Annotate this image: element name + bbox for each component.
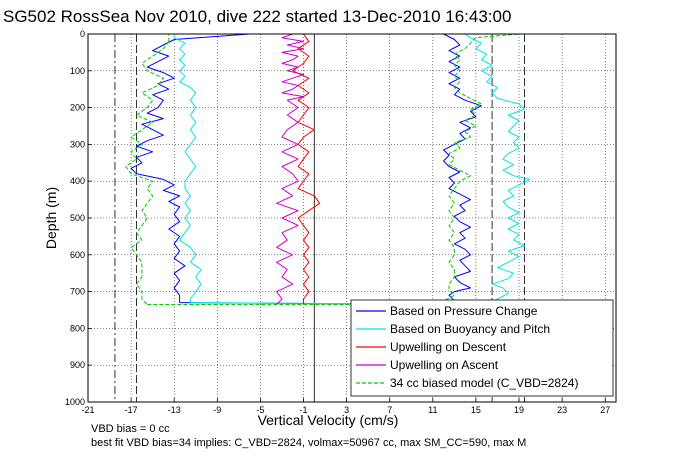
x-tick-label: 3 xyxy=(344,405,349,415)
legend-label: Based on Pressure Change xyxy=(390,304,538,318)
y-tick-label: 400 xyxy=(70,176,85,186)
series-0-descent-line xyxy=(130,34,250,303)
series-4-surface-line xyxy=(168,34,519,42)
best-fit-note: best fit VBD bias=34 implies: C_VBD=2824… xyxy=(91,437,526,449)
y-tick-label: 200 xyxy=(70,103,85,113)
x-tick-label: -1 xyxy=(300,405,308,415)
legend-label: Based on Buoyancy and Pitch xyxy=(390,322,550,336)
vbd-bias-note: VBD bias = 0 cc xyxy=(91,423,170,435)
x-tick-label: -21 xyxy=(81,405,94,415)
y-axis-ticks: 0 100 200 300 400 500 600 700 800 900 1000 xyxy=(65,29,92,407)
legend: Based on Pressure Change Based on Buoyanc… xyxy=(350,299,614,397)
y-tick-label: 700 xyxy=(70,287,85,297)
x-tick-label: 15 xyxy=(471,405,481,415)
x-tick-label: -9 xyxy=(213,405,221,415)
x-tick-label: 23 xyxy=(557,405,567,415)
x-tick-label: -5 xyxy=(256,405,264,415)
series-3-line xyxy=(276,34,304,305)
legend-label: Upwelling on Descent xyxy=(390,340,507,354)
x-tick-label: 27 xyxy=(600,405,610,415)
y-tick-label: 500 xyxy=(70,213,85,223)
legend-label: Upwelling on Ascent xyxy=(390,358,499,372)
y-tick-label: 300 xyxy=(70,139,85,149)
x-tick-label: -17 xyxy=(125,405,138,415)
y-tick-label: 100 xyxy=(70,66,85,76)
x-axis-label: Vertical Velocity (cm/s) xyxy=(258,412,399,428)
series-0-ascent-line xyxy=(443,34,482,305)
y-tick-label: 900 xyxy=(70,360,85,370)
series-4-ascent-line xyxy=(421,34,520,305)
chart-title: SG502 RossSea Nov 2010, dive 222 started… xyxy=(3,7,511,26)
x-tick-label: 7 xyxy=(387,405,392,415)
series-2-line xyxy=(292,34,321,305)
x-tick-label: -13 xyxy=(168,405,181,415)
y-tick-label: 600 xyxy=(70,250,85,260)
series-1-surface-line xyxy=(173,34,466,38)
x-tick-label: 19 xyxy=(514,405,524,415)
reference-lines xyxy=(114,34,525,402)
series-4-descent-line xyxy=(125,41,170,305)
series-1-ascent-line xyxy=(464,34,531,305)
legend-box xyxy=(350,299,614,397)
y-tick-label: 0 xyxy=(80,29,85,39)
y-tick-label: 1000 xyxy=(65,397,85,407)
y-axis-label: Depth (m) xyxy=(43,187,59,249)
x-axis-ticks: -21 -17 -13 -9 -5 -1 3 7 11 15 19 23 27 xyxy=(81,398,610,415)
y-tick-label: 800 xyxy=(70,323,85,333)
legend-label: 34 cc biased model (C_VBD=2824) xyxy=(390,376,578,390)
x-tick-label: 11 xyxy=(428,405,437,415)
series-1-descent-line xyxy=(173,37,202,303)
